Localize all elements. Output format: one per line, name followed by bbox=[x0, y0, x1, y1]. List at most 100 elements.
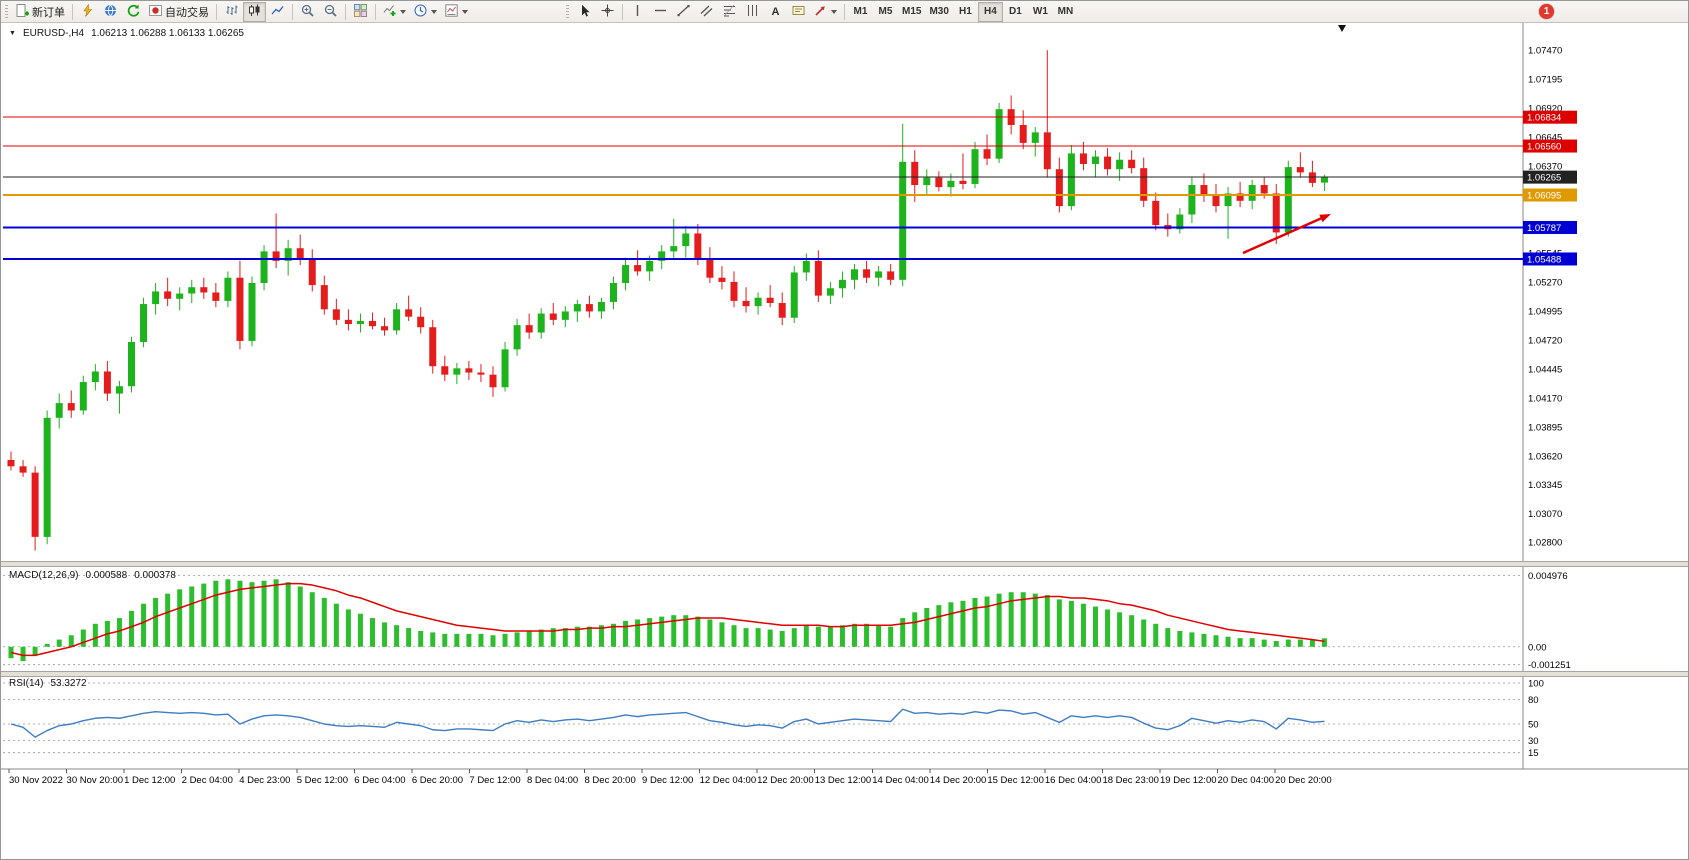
candle-body bbox=[393, 309, 401, 331]
candle-body bbox=[417, 316, 425, 328]
vertical-line-button[interactable] bbox=[626, 2, 649, 22]
candle-body bbox=[1212, 195, 1220, 207]
indicators-button[interactable] bbox=[379, 2, 410, 22]
toolbar-separator bbox=[216, 3, 217, 20]
timeframe-m30[interactable]: M30 bbox=[925, 2, 952, 22]
collapse-icon[interactable]: ▼ bbox=[9, 30, 16, 37]
timeframe-w1[interactable]: W1 bbox=[1028, 2, 1053, 22]
candle-body bbox=[140, 304, 148, 342]
toolbar-grip[interactable] bbox=[5, 4, 8, 19]
candle-body bbox=[128, 341, 135, 387]
arrows-button[interactable] bbox=[810, 2, 841, 22]
time-axis-label: 15 Dec 12:00 bbox=[987, 775, 1044, 786]
community-button[interactable] bbox=[99, 2, 122, 22]
autotrading-icon bbox=[149, 4, 162, 20]
bar-chart-icon bbox=[225, 4, 238, 20]
time-axis-label: 30 Nov 2022 bbox=[9, 775, 63, 786]
time-axis-label: 6 Dec 20:00 bbox=[412, 775, 463, 786]
chevron-down-icon bbox=[431, 9, 437, 14]
rsi-scale-label: 50 bbox=[1528, 720, 1539, 731]
candle-body bbox=[1152, 200, 1160, 226]
time-axis-label: 30 Nov 20:00 bbox=[67, 775, 124, 786]
arrow-annotation[interactable] bbox=[1242, 214, 1331, 255]
fibonacci-button[interactable] bbox=[718, 2, 741, 22]
shift-marker[interactable] bbox=[1338, 25, 1346, 32]
candle-body bbox=[995, 109, 1003, 159]
toolbar-grip[interactable] bbox=[566, 4, 569, 19]
periods-button[interactable] bbox=[410, 2, 441, 22]
timeframe-m5[interactable]: M5 bbox=[873, 2, 898, 22]
timeframe-m15[interactable]: M15 bbox=[898, 2, 925, 22]
time-axis-label: 6 Dec 04:00 bbox=[354, 775, 405, 786]
price-axis-label: 1.07195 bbox=[1528, 75, 1562, 86]
candle-body bbox=[947, 180, 955, 188]
candle-body bbox=[332, 309, 340, 320]
macd-main-value: 0.000588 bbox=[85, 570, 128, 581]
line-chart-button[interactable] bbox=[266, 2, 289, 22]
text-label-button[interactable] bbox=[787, 2, 810, 22]
crosshair-icon bbox=[601, 4, 614, 20]
autotrading-button[interactable]: 自动交易 bbox=[145, 2, 213, 22]
tile-windows-button[interactable] bbox=[349, 2, 372, 22]
timeframe-mn[interactable]: MN bbox=[1053, 2, 1078, 22]
time-axis-label: 20 Dec 20:00 bbox=[1275, 775, 1332, 786]
candle-body bbox=[1031, 132, 1039, 143]
candle-body bbox=[453, 368, 461, 375]
candle-body bbox=[959, 180, 967, 184]
price-tag bbox=[1523, 220, 1577, 234]
toolbar-separator bbox=[622, 3, 623, 20]
price-tag-label: 1.05488 bbox=[1527, 254, 1561, 265]
timeframe-d1[interactable]: D1 bbox=[1003, 2, 1028, 22]
time-axis: 30 Nov 2022 30 Nov 20:00 1 Dec 12:00 2 Dec … bbox=[8, 769, 1332, 786]
refresh-button[interactable] bbox=[122, 2, 145, 22]
candle-body bbox=[1176, 214, 1184, 230]
alerts-button[interactable] bbox=[76, 2, 99, 22]
candle-body bbox=[236, 277, 244, 341]
candle-body bbox=[1092, 156, 1099, 164]
new-order-button[interactable]: 新订单 bbox=[12, 2, 69, 22]
zoom-out-button[interactable] bbox=[319, 2, 342, 22]
candlestick-chart-button[interactable] bbox=[243, 1, 266, 22]
cursor-button[interactable] bbox=[573, 2, 596, 22]
price-axis-label: 1.05270 bbox=[1528, 277, 1562, 288]
candle-body bbox=[260, 251, 268, 283]
trendline-button[interactable] bbox=[672, 2, 695, 22]
horizontal-line-button[interactable] bbox=[649, 2, 672, 22]
cycle-lines-button[interactable] bbox=[741, 2, 764, 22]
candle-body bbox=[43, 417, 51, 537]
panel-divider[interactable] bbox=[1, 561, 1689, 567]
timeframe-h1[interactable]: H1 bbox=[953, 2, 978, 22]
templates-button[interactable] bbox=[441, 2, 472, 22]
time-axis-label: 8 Dec 20:00 bbox=[585, 775, 636, 786]
candle-body bbox=[344, 319, 352, 325]
candle-body bbox=[1079, 153, 1087, 164]
timeframe-h4[interactable]: H4 bbox=[977, 1, 1003, 22]
toolbar: 新订单 自动交易 bbox=[1, 1, 1688, 23]
candle-body bbox=[405, 309, 413, 317]
candle-body bbox=[1140, 168, 1148, 201]
crosshair-button[interactable] bbox=[596, 2, 619, 22]
candle-body bbox=[561, 311, 569, 320]
channel-button[interactable] bbox=[695, 2, 718, 22]
candle-body bbox=[1272, 193, 1280, 233]
candle-body bbox=[103, 371, 111, 394]
notification-badge[interactable]: 1 bbox=[1539, 4, 1554, 19]
candle-body bbox=[1043, 132, 1051, 170]
timeframe-m1[interactable]: M1 bbox=[848, 2, 873, 22]
text-button[interactable]: A bbox=[764, 2, 787, 22]
autotrading-label: 自动交易 bbox=[165, 6, 209, 19]
bar-chart-button[interactable] bbox=[220, 2, 243, 22]
candle-body bbox=[814, 260, 822, 296]
candle-body bbox=[923, 177, 931, 186]
candle-body bbox=[718, 277, 726, 282]
zoom-in-button[interactable] bbox=[296, 2, 319, 22]
candle-body bbox=[971, 149, 979, 184]
candle-body bbox=[1308, 172, 1316, 183]
panel-divider[interactable] bbox=[1, 671, 1689, 677]
candle-body bbox=[55, 403, 63, 418]
time-axis-label: 7 Dec 12:00 bbox=[469, 775, 520, 786]
candle-body bbox=[1296, 167, 1304, 173]
